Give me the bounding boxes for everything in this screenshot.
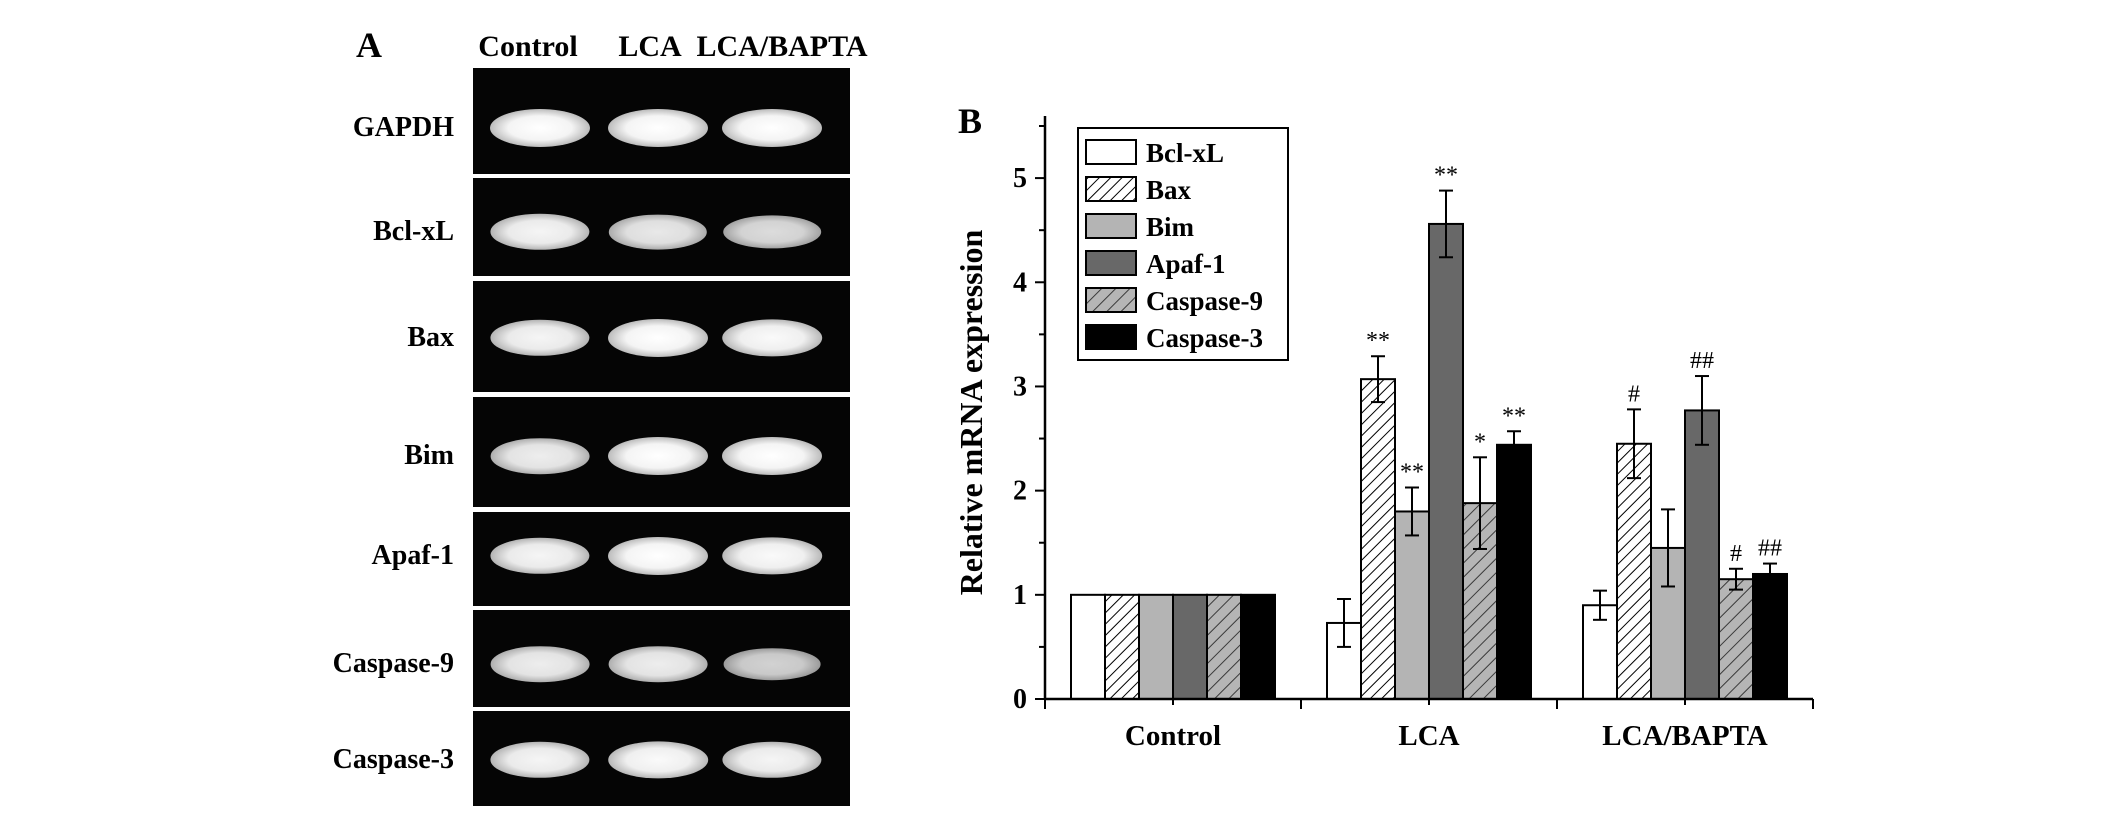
gel-strip: [473, 397, 850, 507]
legend-label: Bim: [1146, 212, 1195, 242]
panel-letter-a: A: [356, 25, 382, 65]
gel-band: [608, 319, 708, 357]
significance-label: **: [1434, 163, 1458, 189]
gene-label: GAPDH: [352, 112, 454, 143]
gel-band: [490, 109, 590, 147]
gel-band: [608, 537, 708, 575]
gene-label: Bcl-xL: [373, 216, 454, 247]
significance-label: **: [1366, 328, 1390, 354]
bar: [1752, 572, 1788, 700]
bar: [1138, 593, 1174, 700]
y-tick-label: 2: [1013, 476, 1027, 507]
lane-label: Control: [478, 30, 578, 63]
gel-band: [608, 214, 708, 250]
panel-letter-b: B: [958, 101, 983, 141]
legend-swatch: [1085, 176, 1137, 202]
legend-swatch: [1085, 324, 1137, 350]
significance-label: ##: [1758, 536, 1782, 562]
gene-label: Bim: [404, 440, 454, 471]
gel-band: [490, 319, 590, 357]
gel-strip: [473, 281, 850, 392]
gel-strip: [473, 512, 850, 606]
legend-label: Bcl-xL: [1146, 138, 1224, 168]
gel-band: [490, 741, 590, 779]
bar: [1684, 409, 1720, 700]
gene-label: Caspase-3: [332, 744, 454, 775]
gel-band: [723, 648, 821, 680]
significance-label: #: [1628, 381, 1640, 407]
gel-band: [722, 109, 822, 147]
bar: [1206, 593, 1242, 700]
gel-band: [722, 741, 822, 779]
significance-label: **: [1502, 403, 1526, 429]
bar-chart: ** # ** ** ## * # ** ## 0 1 2 3 4 5 Control LCA LCA/BAPT…: [953, 116, 1814, 752]
legend-swatch: [1085, 287, 1137, 313]
bar: [1104, 593, 1140, 700]
bar: [1172, 593, 1208, 700]
x-tick-label: LCA: [1398, 720, 1459, 752]
gel-strip: [473, 68, 850, 174]
bar: [1240, 593, 1276, 700]
gel-band: [490, 438, 590, 474]
bar: [1718, 578, 1754, 701]
significance-label: ##: [1690, 348, 1714, 374]
gel-band: [490, 646, 590, 682]
gel-band: [608, 109, 708, 147]
legend-label: Bax: [1146, 175, 1192, 205]
y-tick-label: 5: [1013, 163, 1027, 194]
legend-swatch: [1085, 213, 1137, 239]
gel-strip: [473, 610, 850, 707]
gel-strip: [473, 178, 850, 276]
legend-label: Apaf-1: [1146, 249, 1226, 279]
legend-label: Caspase-3: [1146, 323, 1263, 353]
gene-label: Caspase-9: [332, 648, 454, 679]
gel-strip: [473, 711, 850, 806]
bar: [1070, 593, 1106, 700]
gene-label: Bax: [407, 322, 454, 353]
lane-label: LCA/BAPTA: [696, 30, 868, 63]
bar: [1360, 378, 1396, 700]
gel-band: [722, 537, 822, 575]
gel-band: [608, 437, 708, 475]
y-tick-label: 3: [1013, 371, 1027, 402]
bar: [1616, 442, 1652, 700]
lane-label: LCA: [618, 30, 682, 63]
bar: [1496, 443, 1532, 700]
gel-band: [722, 437, 822, 475]
y-tick-label: 4: [1013, 267, 1027, 298]
bar: [1394, 510, 1430, 700]
x-tick-label: LCA/BAPTA: [1602, 720, 1767, 752]
y-tick-label: 0: [1013, 684, 1027, 715]
legend-swatch: [1085, 139, 1137, 165]
gel-band: [608, 646, 708, 682]
significance-label: **: [1400, 460, 1424, 486]
y-tick-label: 1: [1013, 580, 1027, 611]
legend-box: [1077, 127, 1289, 361]
y-axis-label: Relative mRNA expression: [953, 230, 989, 596]
legend-swatch: [1085, 250, 1137, 276]
gel-band: [608, 741, 708, 779]
gel-band: [490, 537, 590, 575]
significance-label: #: [1730, 541, 1742, 567]
legend-label: Caspase-9: [1146, 286, 1263, 316]
significance-label: *: [1474, 429, 1486, 455]
gel-band: [723, 215, 821, 249]
gel-band: [722, 319, 822, 357]
x-tick-label: Control: [1125, 720, 1221, 752]
gene-label: Apaf-1: [371, 540, 454, 571]
bar: [1428, 222, 1464, 700]
gel-band: [490, 213, 590, 251]
